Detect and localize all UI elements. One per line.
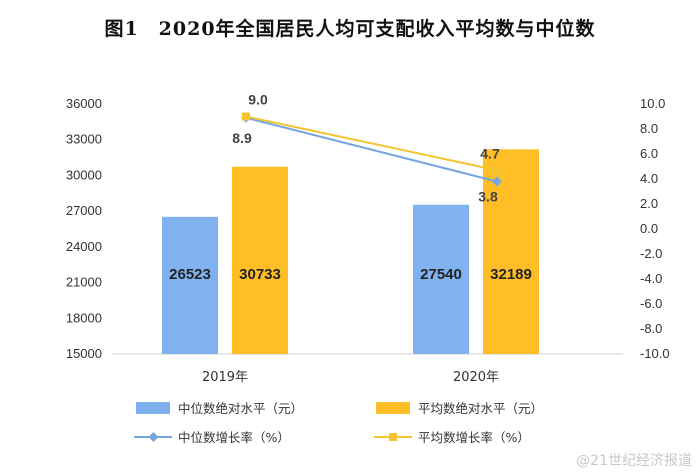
- right-axis-tick-label: 4.0: [640, 171, 658, 186]
- legend-swatch: [136, 402, 170, 414]
- right-axis-tick-label: 2.0: [640, 196, 658, 211]
- left-axis-tick-label: 21000: [66, 275, 102, 290]
- right-axis-tick-label: -2.0: [640, 246, 662, 261]
- legend-label: 平均数绝对水平（元）: [418, 401, 543, 416]
- left-axis-tick-label: 15000: [66, 346, 102, 361]
- mean-growth-value-label: 9.0: [248, 92, 268, 108]
- median-bar-value-label: 26523: [169, 266, 211, 283]
- right-axis-tick-label: 6.0: [640, 146, 658, 161]
- legend-marker: [148, 432, 159, 442]
- chart-title: 图1 2020年全国居民人均可支配收入平均数与中位数: [104, 18, 596, 40]
- right-axis-tick-label: 10.0: [640, 96, 665, 111]
- legend-swatch: [376, 402, 410, 414]
- median-bar: [413, 204, 469, 354]
- x-axis-category-label: 2019年: [202, 370, 248, 385]
- right-axis-tick-label: 0.0: [640, 221, 658, 236]
- left-axis-tick-label: 30000: [66, 167, 102, 182]
- legend-marker: [389, 433, 397, 441]
- legend-label: 中位数增长率（%）: [178, 430, 290, 445]
- right-axis-tick-label: -6.0: [640, 296, 662, 311]
- right-axis-tick-label: -4.0: [640, 271, 662, 286]
- left-axis-tick-label: 18000: [66, 310, 102, 325]
- median-growth-line: [245, 116, 498, 183]
- left-axis-tick-label: 33000: [66, 132, 102, 147]
- right-axis-tick-label: 8.0: [640, 121, 658, 136]
- watermark: @21世纪经济报道: [576, 453, 692, 469]
- mean-bar: [483, 149, 539, 354]
- right-axis-tick-label: -8.0: [640, 321, 662, 336]
- right-axis-tick-label: -10.0: [640, 346, 670, 361]
- x-axis-category-label: 2020年: [453, 370, 499, 385]
- median-growth-marker: [492, 176, 502, 187]
- legend-label: 中位数绝对水平（元）: [178, 401, 303, 416]
- median-bar-value-label: 27540: [420, 266, 462, 283]
- left-axis-tick-label: 36000: [66, 96, 102, 111]
- left-axis-tick-label: 27000: [66, 203, 102, 218]
- left-axis-tick-label: 24000: [66, 239, 102, 254]
- mean-growth-marker: [493, 166, 501, 175]
- mean-growth-marker: [242, 112, 250, 121]
- median-growth-value-label: 3.8: [478, 189, 498, 205]
- mean-growth-value-label: 4.7: [480, 145, 500, 161]
- mean-growth-line: [245, 115, 498, 172]
- mean-bar-value-label: 30733: [239, 266, 281, 283]
- legend-label: 平均数增长率（%）: [418, 430, 530, 445]
- median-bar: [162, 216, 218, 354]
- mean-bar-value-label: 32189: [490, 266, 532, 283]
- median-growth-value-label: 8.9: [232, 130, 252, 146]
- mean-bar: [232, 166, 288, 354]
